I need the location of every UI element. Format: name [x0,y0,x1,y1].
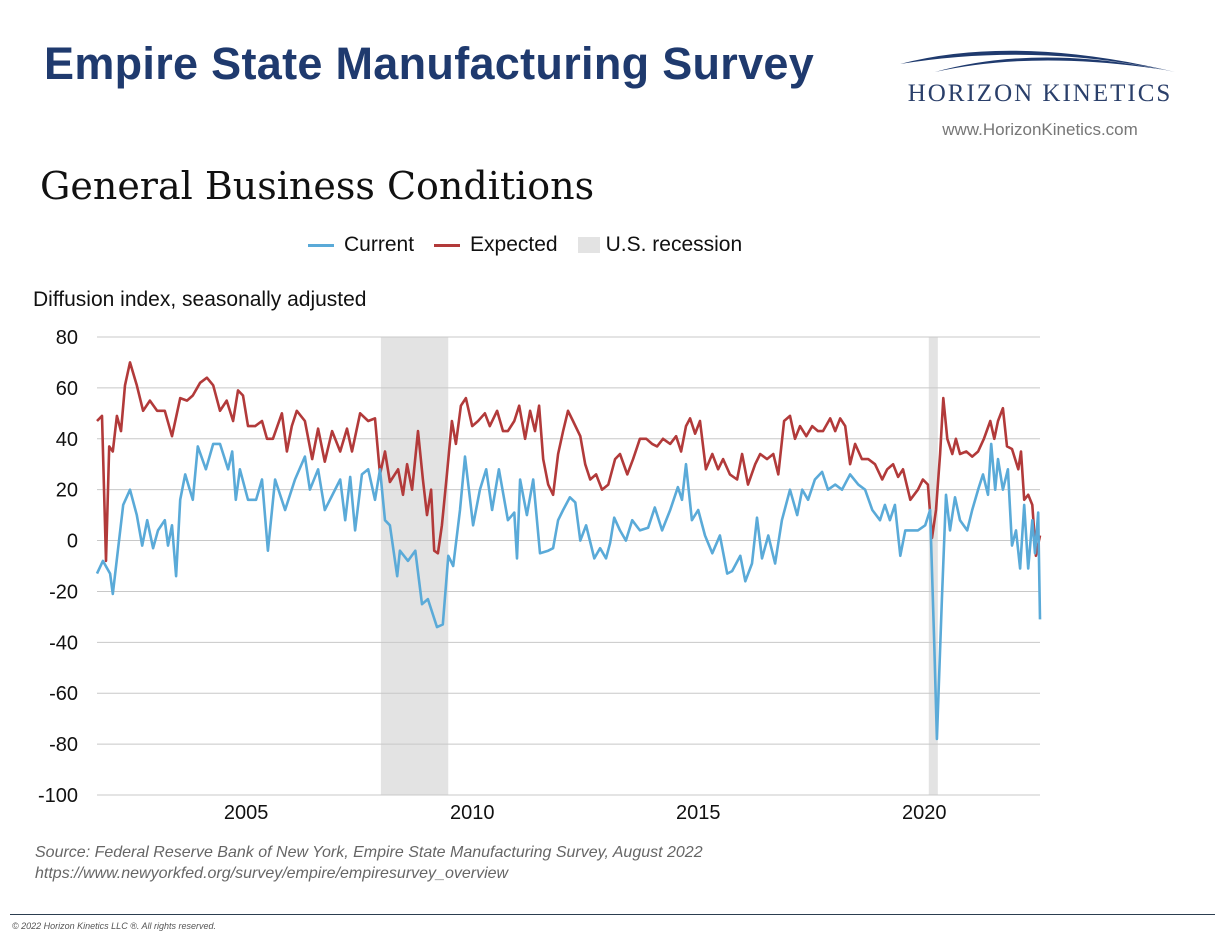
y-tick-label: 60 [56,378,78,400]
source-line: Source: Federal Reserve Bank of New York… [35,844,703,861]
x-tick-label: 2020 [902,802,947,824]
page-title: Empire State Manufacturing Survey [44,38,815,89]
legend-expected-label: Expected [470,233,558,256]
legend-recession-label: U.S. recession [605,233,743,256]
logo-url[interactable]: www.HorizonKinetics.com [942,120,1138,139]
y-axis-label: Diffusion index, seasonally adjusted [33,288,367,311]
x-tick-label: 2005 [224,802,269,824]
logo-name: HORIZON KINETICS [907,80,1173,107]
y-tick-label: 20 [56,480,78,502]
legend-current-label: Current [344,233,415,256]
legend-recession: U.S. recession [577,233,743,257]
footer-divider [10,914,1215,915]
horizon-kinetics-logo: HORIZON KINETICS www.HorizonKinetics.com [895,36,1185,146]
series-line-expected [96,361,1042,563]
legend-recession-swatch [577,237,600,253]
logo-arc-icon [900,50,1175,72]
chart-legend: Current Expected U.S. recession [308,233,762,257]
source-url[interactable]: https://www.newyorkfed.org/survey/empire… [35,865,509,882]
y-tick-label: -40 [49,632,78,654]
y-tick-label: -80 [49,734,78,756]
source-note: Source: Federal Reserve Bank of New York… [35,842,703,884]
recession-band [380,337,449,795]
series-line-current [95,442,1042,741]
y-tick-label: -20 [49,581,78,603]
y-tick-label: -100 [38,785,78,807]
recession-band [928,337,938,795]
legend-expected-swatch [434,243,461,247]
x-tick-label: 2010 [450,802,495,824]
y-tick-label: 80 [56,327,78,349]
y-tick-label: -60 [49,683,78,705]
legend-current-swatch [308,243,334,247]
legend-expected: Expected [434,233,558,257]
chart-title: General Business Conditions [40,164,595,208]
copyright: © 2022 Horizon Kinetics LLC ®. All right… [12,921,217,931]
x-tick-label: 2015 [676,802,721,824]
legend-current: Current [308,233,414,257]
y-tick-label: 0 [67,531,78,553]
y-tick-label: 40 [56,429,78,451]
